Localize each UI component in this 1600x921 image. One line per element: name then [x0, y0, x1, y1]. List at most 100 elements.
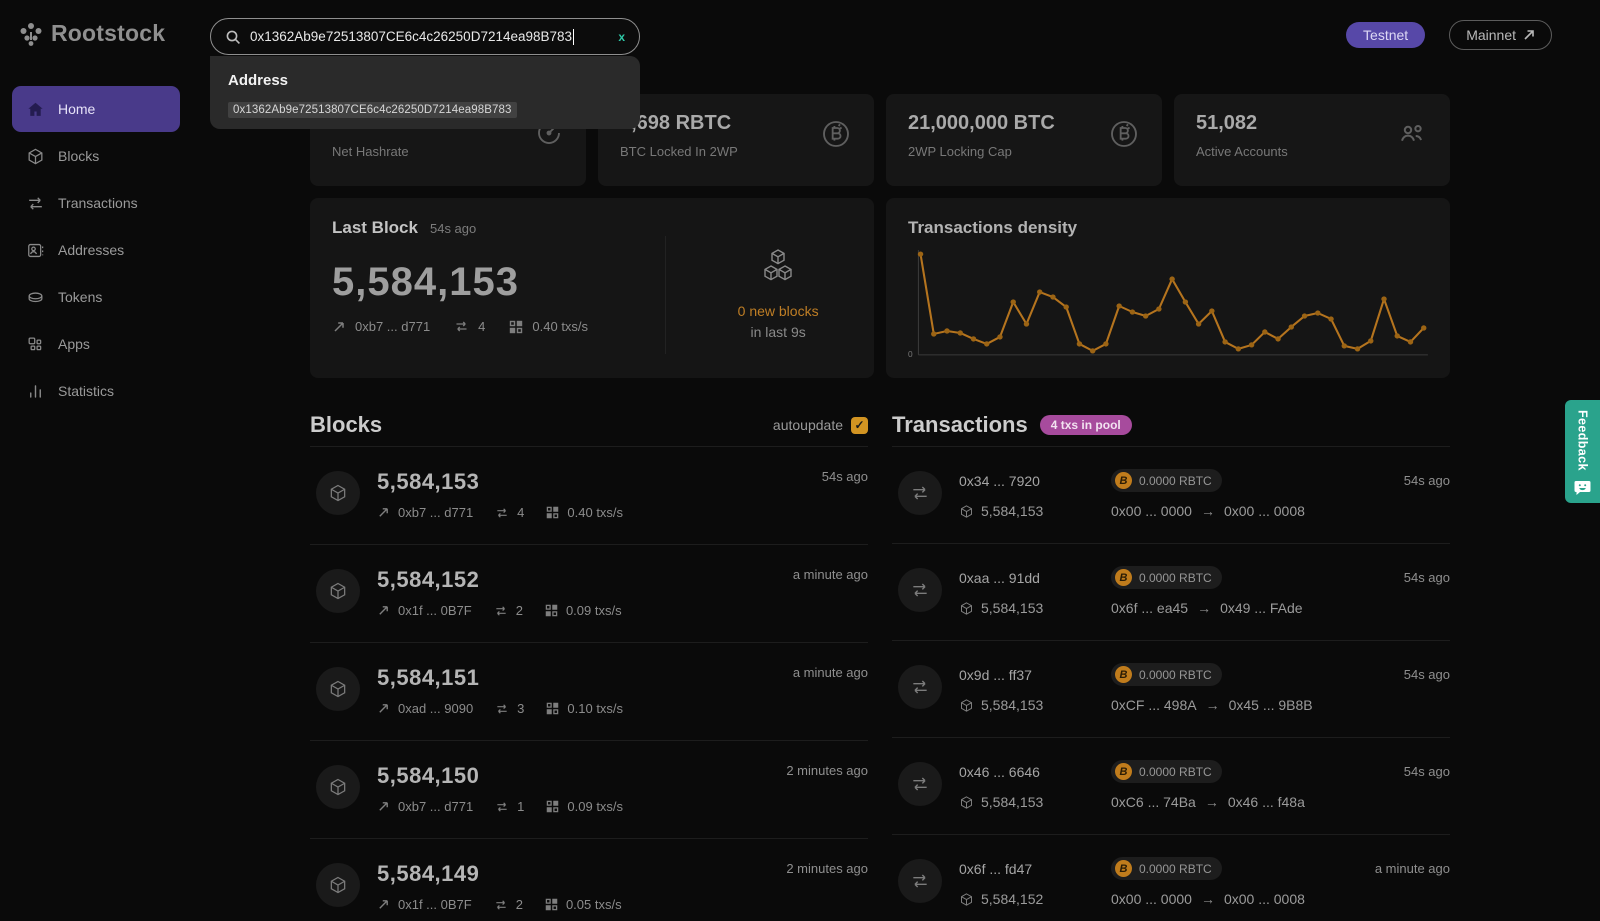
tx-from[interactable]: 0xCF ... 498A — [1111, 697, 1197, 713]
stat-value: 51,082 — [1196, 112, 1258, 134]
arrow-right-icon: → — [1204, 794, 1219, 810]
y-axis-zero-label: 0 — [908, 350, 913, 359]
sidebar-item-home[interactable]: Home — [12, 86, 180, 132]
search-value[interactable]: 0x1362Ab9e72513807CE6c4c26250D7214ea98B7… — [250, 29, 573, 44]
home-icon — [26, 100, 45, 119]
block-row[interactable]: 5,584,151 0xad ... 9090 3 0.10 txs/s a m… — [310, 642, 868, 740]
tx-to[interactable]: 0x00 ... 0008 — [1223, 503, 1305, 519]
tx-amount: 0.0000 RBTC — [1139, 667, 1212, 682]
tx-hash[interactable]: 0x46 ... 6646 — [959, 763, 1040, 780]
tx-time: 54s ago — [1403, 473, 1450, 488]
arrow-right-icon: → — [1200, 503, 1215, 519]
tx-hash[interactable]: 0x9d ... ff37 — [959, 666, 1032, 683]
tx-to[interactable]: 0x45 ... 9B8B — [1228, 697, 1313, 713]
tx-block-number[interactable]: 5,584,153 — [981, 794, 1044, 810]
txs-in-pool-badge[interactable]: 4 txs in pool — [1039, 415, 1132, 435]
sidebar-item-label: Apps — [58, 336, 90, 352]
last-block-txs: 4 — [478, 319, 486, 334]
cube-icon — [328, 777, 348, 797]
swap-arrows-icon — [495, 800, 509, 814]
tx-block-number[interactable]: 5,584,153 — [981, 697, 1044, 713]
text-caret — [573, 28, 575, 45]
tx-to[interactable]: 0x49 ... FAde — [1220, 600, 1303, 616]
density-grid-icon — [546, 506, 559, 519]
tx-time: 54s ago — [1403, 764, 1450, 779]
swap-arrows-icon — [910, 483, 930, 503]
block-miner[interactable]: 0x1f ... 0B7F — [398, 897, 472, 912]
rootstock-logo[interactable]: Rootstock — [18, 20, 165, 47]
sidebar-item-statistics[interactable]: Statistics — [12, 368, 180, 414]
sidebar-item-transactions[interactable]: Transactions — [12, 180, 180, 226]
apps-grid-icon — [26, 335, 45, 354]
block-miner[interactable]: 0xad ... 9090 — [398, 701, 474, 716]
transaction-row[interactable]: 0x34 ... 7920 B 0.0000 RBTC 54s ago 5,58… — [892, 446, 1450, 543]
transactions-section: Transactions 4 txs in pool 0x34 ... 7920… — [892, 404, 1450, 921]
tx-hash[interactable]: 0x6f ... fd47 — [959, 860, 1033, 877]
last-block-number[interactable]: 5,584,153 — [332, 260, 519, 304]
block-row[interactable]: 5,584,152 0x1f ... 0B7F 2 0.09 txs/s a m… — [310, 544, 868, 642]
tx-hash[interactable]: 0xaa ... 91dd — [959, 569, 1040, 586]
blocks-title: Blocks — [310, 412, 383, 437]
clear-search-button[interactable]: x — [618, 29, 625, 44]
block-miner[interactable]: 0xb7 ... d771 — [398, 799, 474, 814]
transaction-row[interactable]: 0x6f ... fd47 B 0.0000 RBTC a minute ago… — [892, 834, 1450, 921]
mainnet-label: Mainnet — [1466, 27, 1516, 43]
transaction-row[interactable]: 0x9d ... ff37 B 0.0000 RBTC 54s ago 5,58… — [892, 640, 1450, 737]
feedback-button[interactable]: Feedback — [1565, 400, 1600, 503]
density-grid-icon — [546, 800, 559, 813]
tx-from[interactable]: 0x00 ... 0000 — [1111, 891, 1192, 907]
transaction-row[interactable]: 0x46 ... 6646 B 0.0000 RBTC 54s ago 5,58… — [892, 737, 1450, 834]
sidebar-item-label: Blocks — [58, 148, 100, 164]
cube-icon — [959, 795, 974, 810]
block-miner[interactable]: 0xb7 ... d771 — [398, 505, 474, 520]
tx-hash[interactable]: 0x34 ... 7920 — [959, 472, 1040, 489]
tx-amount-badge: B 0.0000 RBTC — [1111, 760, 1222, 783]
tx-time: 54s ago — [1403, 570, 1450, 585]
transaction-row[interactable]: 0xaa ... 91dd B 0.0000 RBTC 54s ago 5,58… — [892, 543, 1450, 640]
stat-label: Net Hashrate — [332, 144, 409, 159]
sidebar-item-tokens[interactable]: Tokens — [12, 274, 180, 320]
density-grid-icon — [545, 898, 558, 911]
bitcoin-icon — [1108, 118, 1140, 168]
block-number[interactable]: 5,584,151 — [377, 665, 480, 690]
block-row[interactable]: 5,584,150 0xb7 ... d771 1 0.09 txs/s 2 m… — [310, 740, 868, 838]
tx-block-number[interactable]: 5,584,152 — [981, 891, 1044, 907]
tx-block-number[interactable]: 5,584,153 — [981, 600, 1044, 616]
block-rate: 0.10 txs/s — [567, 701, 624, 716]
block-row[interactable]: 5,584,153 0xb7 ... d771 4 0.40 txs/s 54s… — [310, 446, 868, 544]
transactions-title: Transactions — [892, 412, 1028, 437]
block-rate: 0.09 txs/s — [565, 603, 622, 618]
testnet-button[interactable]: Testnet — [1346, 22, 1426, 48]
stat-card-active-accounts: 51,082 Active Accounts — [1174, 94, 1450, 186]
suggestion-address-result[interactable]: 0x1362Ab9e72513807CE6c4c26250D7214ea98B7… — [228, 102, 517, 118]
block-time: 2 minutes ago — [786, 861, 868, 876]
block-number[interactable]: 5,584,153 — [377, 469, 480, 494]
rbtc-icon: B — [1115, 860, 1132, 877]
tx-from[interactable]: 0xC6 ... 74Ba — [1111, 794, 1196, 810]
search-input[interactable]: 0x1362Ab9e72513807CE6c4c26250D7214ea98B7… — [210, 18, 640, 55]
tx-amount-badge: B 0.0000 RBTC — [1111, 857, 1222, 880]
stat-value: 5,698 RBTC — [620, 112, 732, 134]
sidebar-item-apps[interactable]: Apps — [12, 321, 180, 367]
block-tx-count: 1 — [517, 799, 525, 814]
last-block-miner[interactable]: 0xb7 ... d771 — [355, 319, 431, 334]
bitcoin-icon — [820, 118, 852, 168]
mainnet-button[interactable]: Mainnet — [1449, 20, 1552, 50]
block-row[interactable]: 5,584,149 0x1f ... 0B7F 2 0.05 txs/s 2 m… — [310, 838, 868, 921]
sidebar-item-label: Addresses — [58, 242, 125, 258]
cubes-stack-icon — [758, 246, 798, 286]
sidebar-item-label: Tokens — [58, 289, 103, 305]
block-miner[interactable]: 0x1f ... 0B7F — [398, 603, 472, 618]
autoupdate-checkbox[interactable]: ✓ — [851, 416, 868, 434]
sidebar-item-addresses[interactable]: Addresses — [12, 227, 180, 273]
tx-to[interactable]: 0x46 ... f48a — [1227, 794, 1305, 810]
tx-block-number[interactable]: 5,584,153 — [981, 503, 1044, 519]
tx-to[interactable]: 0x00 ... 0008 — [1223, 891, 1305, 907]
block-number[interactable]: 5,584,152 — [377, 567, 480, 592]
block-number[interactable]: 5,584,149 — [377, 861, 480, 886]
tx-from[interactable]: 0x6f ... ea45 — [1111, 600, 1189, 616]
sidebar-item-blocks[interactable]: Blocks — [12, 133, 180, 179]
block-rate: 0.40 txs/s — [567, 505, 624, 520]
tx-from[interactable]: 0x00 ... 0000 — [1111, 503, 1192, 519]
block-number[interactable]: 5,584,150 — [377, 763, 480, 788]
